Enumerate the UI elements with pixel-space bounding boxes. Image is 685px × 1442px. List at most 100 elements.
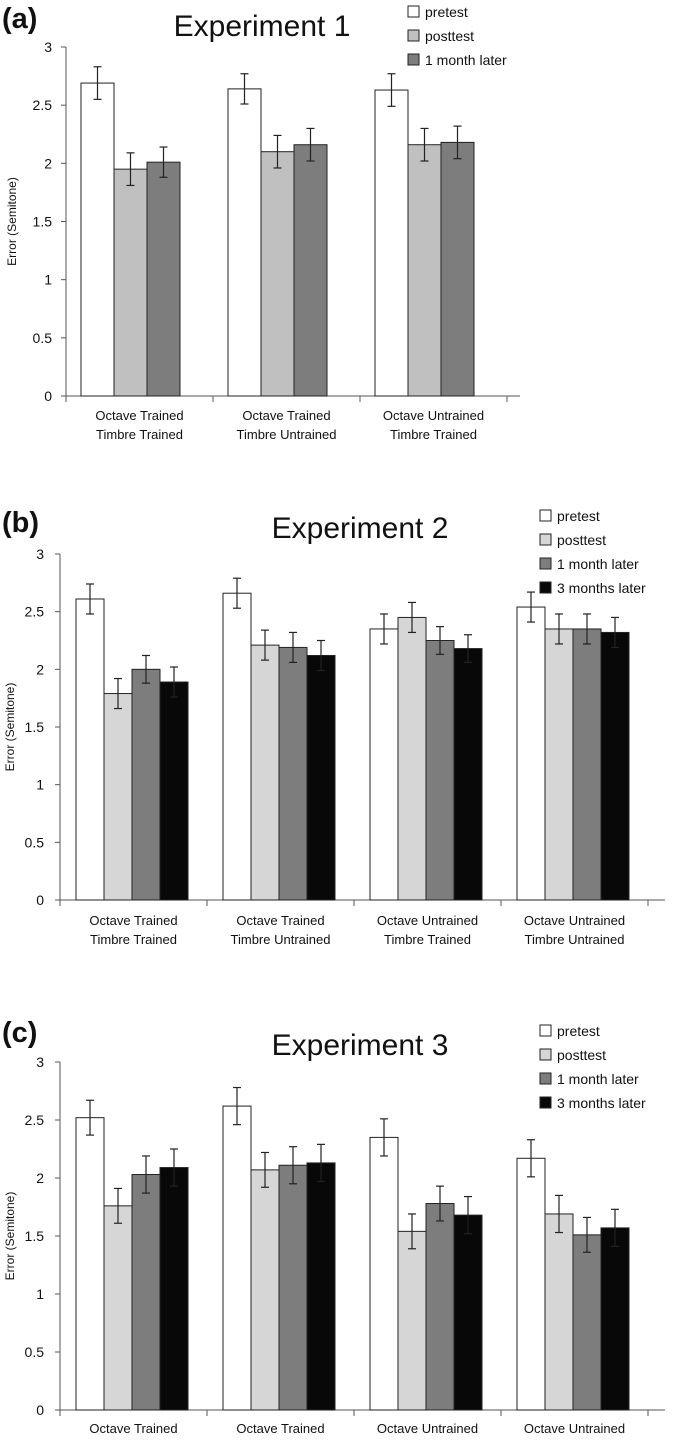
panel-label: (a): [2, 3, 37, 35]
chart-panel-b: (b) Experiment 2 0 0.5 1 1.5 2 2.5 3 Error (Semit…: [0, 490, 685, 970]
chart-panel-c: (c) Experiment 3 0 0.5 1 1.5 2 2.5 3 Error (Semit…: [0, 1010, 685, 1442]
legend-label: 3 months later: [557, 1095, 646, 1111]
legend-swatch: [539, 557, 552, 570]
bar-pretest-2: [369, 1136, 399, 1411]
category-label-line1: Octave Untrained: [524, 913, 625, 928]
chart-c-svg: (c) Experiment 3 0 0.5 1 1.5 2 2.5 3 Error (Semit…: [2, 1017, 665, 1442]
category-label-line1: Octave Trained: [242, 408, 330, 423]
legend-swatch: [407, 29, 420, 42]
y-tick-label: 3: [36, 546, 44, 562]
legend-label: pretest: [557, 1023, 600, 1039]
bar-pretest-0: [75, 1117, 105, 1411]
chart-b-svg: (b) Experiment 2 0 0.5 1 1.5 2 2.5 3 Error (Semit…: [2, 507, 665, 947]
y-tick-label: 0: [36, 892, 44, 908]
bar-1-month-later-2: [425, 640, 455, 901]
legend-swatch: [407, 53, 420, 66]
chart-title: Experiment 1: [174, 10, 351, 43]
y-axis-label: Error (Semitone): [3, 683, 17, 772]
y-axis-label: Error (Semitone): [3, 1192, 17, 1281]
legend-label: posttest: [557, 532, 606, 548]
legend-label: pretest: [557, 508, 600, 524]
y-tick-label: 1: [36, 777, 44, 793]
bar-posttest-0: [113, 168, 148, 397]
bar-posttest-3: [544, 628, 574, 901]
bar-3-months-later-3: [600, 1227, 630, 1411]
panel-label: (c): [2, 1017, 37, 1049]
legend-label: 3 months later: [557, 580, 646, 596]
bar-3-months-later-1: [306, 654, 336, 901]
category-label-line2: Timbre Untrained: [237, 427, 337, 442]
bar-posttest-3: [544, 1213, 574, 1411]
legend-label: pretest: [425, 4, 468, 20]
bar-pretest-3: [516, 606, 546, 901]
y-tick-label: 1.5: [33, 214, 53, 230]
bar-1-month-later-1: [278, 1164, 308, 1411]
y-tick-label: 3: [36, 1054, 44, 1070]
y-tick-label: 2.5: [25, 604, 45, 620]
legend-swatch: [539, 533, 552, 546]
category-label-line2: Timbre Trained: [384, 932, 471, 947]
y-tick-label: 1: [36, 1286, 44, 1302]
y-tick-label: 1.5: [25, 1228, 45, 1244]
bar-posttest-1: [250, 644, 280, 901]
legend-swatch: [539, 1072, 552, 1085]
legend-swatch: [407, 5, 420, 18]
legend-label: 1 month later: [425, 52, 507, 68]
bar-1-month-later-1: [293, 144, 328, 397]
bar-3-months-later-2: [453, 648, 483, 901]
category-label-line1: Octave Untrained: [377, 1421, 478, 1436]
bar-1-month-later-0: [131, 1174, 161, 1411]
category-label-line1: Octave Untrained: [383, 408, 484, 423]
bar-1-month-later-2: [440, 141, 475, 397]
y-tick-label: 2.5: [33, 97, 53, 113]
y-axis-label: Error (Semitone): [5, 177, 19, 266]
bar-posttest-2: [397, 616, 427, 901]
category-label-line2: Timbre Untrained: [231, 1440, 331, 1442]
category-label-line2: Timbre Untrained: [231, 932, 331, 947]
y-tick-label: 2: [36, 1170, 44, 1186]
category-label-line2: Timbre Untrained: [525, 1440, 625, 1442]
bar-1-month-later-2: [425, 1203, 455, 1411]
bar-posttest-1: [260, 151, 295, 397]
bar-1-month-later-0: [146, 161, 181, 397]
bar-3-months-later-3: [600, 631, 630, 901]
legend-swatch: [539, 1024, 552, 1037]
y-tick-label: 1: [44, 272, 52, 288]
legend-label: 1 month later: [557, 556, 639, 572]
y-tick-label: 0.5: [25, 1344, 45, 1360]
bar-posttest-2: [397, 1230, 427, 1411]
category-label-line2: Timbre Trained: [390, 427, 477, 442]
legend-label: posttest: [557, 1047, 606, 1063]
legend-label: 1 month later: [557, 1071, 639, 1087]
chart-panel-a: (a) Experiment 1 0 0.5 1 1.5 2 2.5 3 Error (Semit…: [0, 0, 685, 470]
category-label-line2: Timbre Trained: [96, 427, 183, 442]
bar-pretest-1: [222, 592, 252, 901]
bar-posttest-2: [407, 144, 442, 397]
category-label-line2: Timbre Trained: [90, 1440, 177, 1442]
category-label-line1: Octave Untrained: [524, 1421, 625, 1436]
y-tick-label: 2.5: [25, 1112, 45, 1128]
y-tick-label: 3: [44, 39, 52, 55]
bar-1-month-later-3: [572, 1234, 602, 1411]
bar-1-month-later-3: [572, 628, 602, 901]
bar-pretest-0: [75, 598, 105, 901]
category-label-line2: Timbre Trained: [384, 1440, 471, 1442]
bar-1-month-later-1: [278, 646, 308, 901]
category-label-line1: Octave Trained: [89, 913, 177, 928]
chart-title: Experiment 3: [272, 1029, 449, 1062]
chart-a-svg: (a) Experiment 1 0 0.5 1 1.5 2 2.5 3 Error (Semit…: [2, 3, 520, 442]
bar-pretest-2: [374, 89, 409, 397]
bar-posttest-0: [103, 1205, 133, 1411]
y-tick-label: 0.5: [33, 330, 53, 346]
y-tick-label: 0.5: [25, 834, 45, 850]
category-label-line1: Octave Trained: [95, 408, 183, 423]
bar-pretest-1: [222, 1105, 252, 1411]
bar-pretest-1: [227, 88, 262, 397]
category-label-line1: Octave Trained: [89, 1421, 177, 1436]
bar-posttest-0: [103, 693, 133, 901]
category-label-line2: Timbre Trained: [90, 932, 177, 947]
chart-title: Experiment 2: [272, 512, 449, 545]
legend-swatch: [539, 509, 552, 522]
bar-pretest-0: [80, 82, 115, 397]
y-tick-label: 2: [36, 661, 44, 677]
